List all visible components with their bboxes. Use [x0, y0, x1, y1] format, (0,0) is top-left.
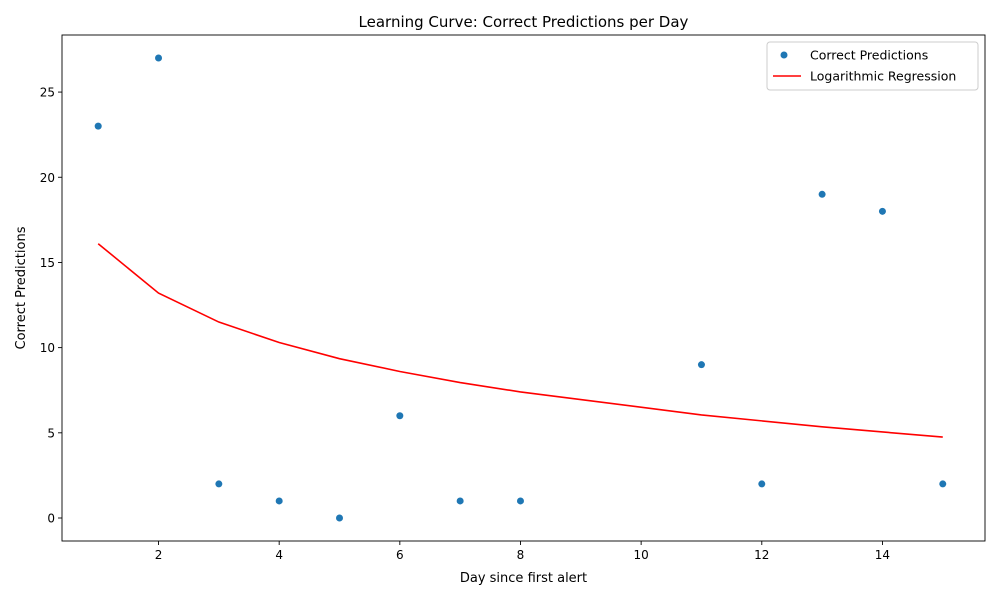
data-point: [456, 497, 464, 505]
legend-scatter-marker: [780, 51, 788, 59]
legend-label-correct-predictions: Correct Predictions: [810, 48, 928, 63]
data-point: [818, 190, 826, 198]
x-tick-label: 4: [275, 548, 283, 562]
y-tick-label: 5: [47, 426, 55, 440]
data-point: [275, 497, 283, 505]
data-point: [336, 514, 343, 522]
legend-label-logarithmic-regression: Logarithmic Regression: [810, 69, 956, 84]
x-tick-label: 10: [633, 548, 648, 562]
y-tick-label: 10: [40, 341, 55, 355]
x-axis-label: Day since first alert: [460, 571, 587, 586]
plot-area: [94, 54, 947, 522]
x-tick-label: 12: [754, 548, 769, 562]
y-tick-label: 25: [40, 86, 55, 100]
axes-frame: [61, 34, 986, 542]
data-point: [396, 412, 404, 420]
y-axis-label: Correct Predictions: [14, 226, 29, 349]
data-point: [697, 361, 705, 369]
data-point: [215, 480, 223, 488]
chart-title: Learning Curve: Correct Predictions per …: [359, 13, 689, 31]
regression-line: [97, 243, 943, 438]
legend-box: [766, 41, 979, 91]
data-point: [516, 497, 524, 505]
data-point: [758, 480, 766, 488]
y-axis-ticks: 0 5 10 15 20 25: [40, 86, 62, 526]
data-point: [939, 480, 947, 488]
x-tick-label: 8: [517, 548, 525, 562]
y-tick-label: 20: [40, 171, 55, 185]
chart-legend: Correct Predictions Logarithmic Regressi…: [766, 41, 979, 91]
x-tick-label: 14: [875, 548, 890, 562]
y-tick-label: 15: [40, 256, 55, 270]
data-point: [155, 54, 163, 62]
x-tick-label: 2: [155, 548, 163, 562]
x-axis-ticks: 2 4 6 8 10 12 14: [155, 541, 890, 562]
y-tick-label: 0: [47, 512, 55, 526]
data-point: [94, 122, 102, 130]
data-point: [878, 207, 886, 215]
x-tick-label: 6: [396, 548, 404, 562]
